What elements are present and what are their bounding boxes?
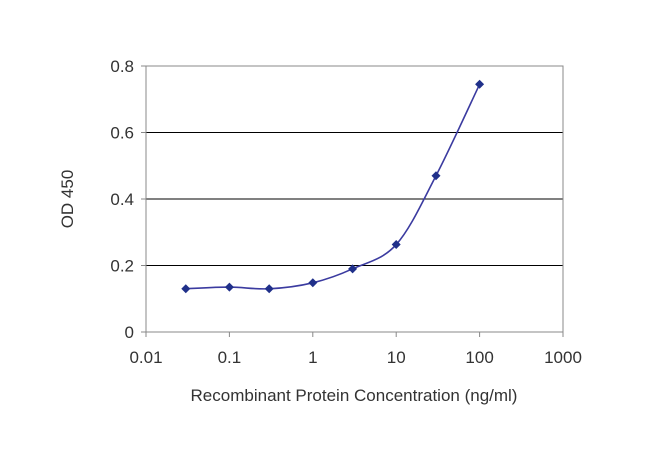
data-point (308, 278, 318, 288)
y-tick-label: 0.4 (110, 190, 134, 209)
y-tick-label: 0.6 (110, 124, 134, 143)
data-point (475, 79, 485, 89)
x-tick-label: 10 (387, 348, 406, 367)
y-axis: 0 0.2 0.4 0.6 0.8 (110, 57, 146, 342)
y-axis-label: OD 450 (58, 170, 77, 229)
x-tick-label: 1 (308, 348, 317, 367)
data-point (181, 284, 191, 294)
data-points (181, 79, 485, 294)
data-point (264, 284, 274, 294)
data-point (391, 240, 401, 250)
data-point (431, 171, 441, 181)
x-axis: 0.01 0.1 1 10 100 1000 (129, 332, 582, 367)
data-point (224, 282, 234, 292)
grid (146, 132, 563, 266)
x-tick-label: 0.01 (129, 348, 162, 367)
y-tick-label: 0 (125, 323, 134, 342)
x-tick-label: 100 (465, 348, 493, 367)
data-point (348, 264, 358, 274)
x-axis-label: Recombinant Protein Concentration (ng/ml… (191, 386, 518, 405)
x-tick-label: 0.1 (218, 348, 242, 367)
y-tick-label: 0.2 (110, 257, 134, 276)
y-tick-label: 0.8 (110, 57, 134, 76)
x-tick-label: 1000 (544, 348, 582, 367)
